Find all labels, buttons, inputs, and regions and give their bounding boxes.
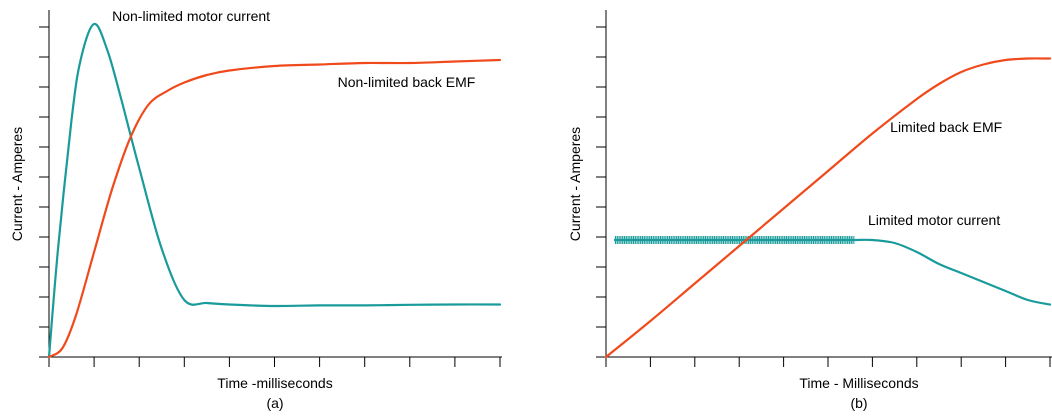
chart-panel-a: Non-limited motor current Non-limited bac… <box>9 8 502 411</box>
chart-b-caption: (b) <box>850 395 867 411</box>
chart-a-series <box>47 22 502 359</box>
chart-a-axes <box>39 10 502 367</box>
chart-b-line-limited-back-emf <box>604 57 1052 359</box>
chart-a-line-non-limited-back-emf <box>47 58 502 359</box>
chart-b-xlabel: Time - Milliseconds <box>799 375 918 391</box>
chart-b-axes <box>596 10 1052 367</box>
chart-b-annotations: Limited back EMF Limited motor current <box>868 119 1002 228</box>
chart-b-line-limited-motor-current <box>613 238 1052 306</box>
chart-a-annotations: Non-limited motor current Non-limited bac… <box>112 8 475 90</box>
chart-a-annotation-1: Non-limited back EMF <box>338 74 476 90</box>
chart-b-annotation-1: Limited motor current <box>868 212 1000 228</box>
chart-a-line-non-limited-motor-current <box>47 22 502 359</box>
chart-a-annotation-0: Non-limited motor current <box>112 8 270 24</box>
chart-a-xlabel: Time -milliseconds <box>217 375 332 391</box>
chart-b-ylabel: Current - Amperes <box>567 127 583 241</box>
chart-b-annotation-0: Limited back EMF <box>890 119 1002 135</box>
chart-b-series <box>604 57 1052 359</box>
chart-a-ylabel: Current - Amperes <box>9 127 25 241</box>
chart-a-caption: (a) <box>266 395 283 411</box>
chart-panel-b: Limited back EMF Limited motor current Ti… <box>567 10 1052 411</box>
